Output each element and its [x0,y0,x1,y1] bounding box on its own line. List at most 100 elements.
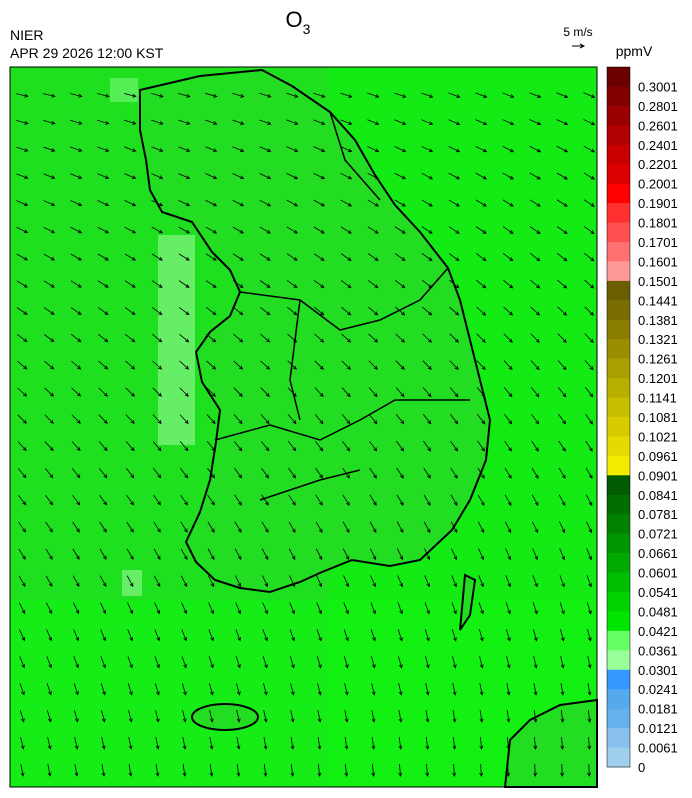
wind-arrow [45,548,53,560]
wind-arrow [313,280,325,289]
wind-arrow [154,602,161,615]
wind-arrow [341,306,352,316]
wind-arrow [70,307,82,315]
wind-arrow [206,360,217,370]
wind-arrow [44,360,55,370]
wind-arrow [424,602,430,615]
wind-arrow [449,360,459,371]
wind-arrow [205,307,217,316]
wind-arrow [179,333,190,343]
wind-arrow [504,494,512,507]
wind-arrow [476,333,486,343]
wind-arrow [505,602,511,615]
colorbar-swatch [607,222,630,243]
colorbar-tick-label: 0.0181 [638,702,678,717]
wind-arrow [124,146,137,152]
wind-arrow [127,683,133,696]
wind-arrow [478,575,484,588]
wind-arrow [45,521,53,533]
wind-arrow [398,656,403,669]
colorbar-tick-label: 0.0961 [638,449,678,464]
wind-arrow [232,119,245,125]
wind-arrow [155,710,160,723]
wind-arrow [128,710,133,723]
wind-arrow [559,602,565,615]
wind-arrow [259,253,271,261]
wind-arrow [449,279,460,289]
wind-arrow [530,360,540,371]
colorbar-tick-label: 0.0661 [638,546,678,561]
wind-arrow [97,226,110,234]
wind-arrow [396,467,404,479]
wind-arrow [504,413,513,425]
wind-arrow [530,306,541,316]
wind-arrow [70,280,82,288]
wind-arrow [182,710,187,723]
wind-arrow [287,333,298,343]
wind-arrow [17,468,27,479]
wind-arrow [236,683,241,696]
wind-arrow [16,226,29,234]
wind-arrow [178,146,191,152]
wind-arrow [205,280,217,288]
colorbar-tick-label: 0.2401 [638,138,678,153]
datetime: APR 29 2026 12:00 KST [10,45,164,61]
colorbar-swatch [607,514,630,535]
wind-arrow [475,226,487,234]
wind-arrow [180,521,188,533]
wind-arrow [584,360,594,371]
wind-arrow [313,199,326,207]
title: O3 [286,7,311,37]
wind-arrow [287,414,297,425]
colorbar-tick-label: 0.3001 [638,79,678,94]
wind-arrow [207,494,215,506]
colorbar-tick-label: 0.2201 [638,157,678,172]
wind-arrow [208,656,214,669]
wind-arrow [340,146,353,153]
wind-arrow [17,414,27,424]
wind-arrow [313,92,326,98]
wind-arrow [125,333,136,343]
wind-arrow [421,146,434,153]
colorbar-swatch [607,630,630,651]
wind-arrow [97,93,110,98]
wind-arrow [289,602,295,615]
wind-arrow [529,145,542,153]
wind-arrow [479,656,484,669]
wind-arrow [151,173,164,179]
wind-arrow [47,737,52,750]
wind-arrow [315,548,323,561]
wind-arrow [449,414,459,425]
wind-arrow [45,575,53,588]
wind-arrow [100,656,106,669]
wind-arrow [233,333,244,343]
wind-arrow [314,387,324,398]
wind-arrow [70,173,83,179]
wind-arrow [209,710,214,723]
wind-arrow [43,93,56,98]
wind-arrow [313,173,326,180]
colorbar-swatch [607,164,630,185]
wind-arrow [397,575,403,588]
wind-arrow [313,146,326,153]
wind-arrow [344,763,349,777]
colorbar: 0.3001 0.2801 0.2601 0.2401 0.2201 0.2001 0.19… [606,66,678,775]
colorbar-swatch [607,592,630,612]
colorbar-tick-label: 0.0361 [638,643,678,658]
wind-arrow [127,602,134,615]
wind-arrow [235,602,242,615]
province-borders [214,111,470,501]
wind-arrow [506,656,511,669]
wind-arrow [43,226,56,234]
colorbar-swatch [607,105,630,126]
wind-arrow [367,280,379,289]
wind-arrow [557,387,567,398]
wind-arrow [98,333,109,343]
wind-arrow [530,333,540,343]
wind-arrow [126,548,134,560]
wind-arrow [502,145,515,153]
wind-arrow [422,279,433,289]
wind-arrow [154,683,160,696]
wind-arrow [233,441,243,452]
wind-arrow [259,92,272,98]
